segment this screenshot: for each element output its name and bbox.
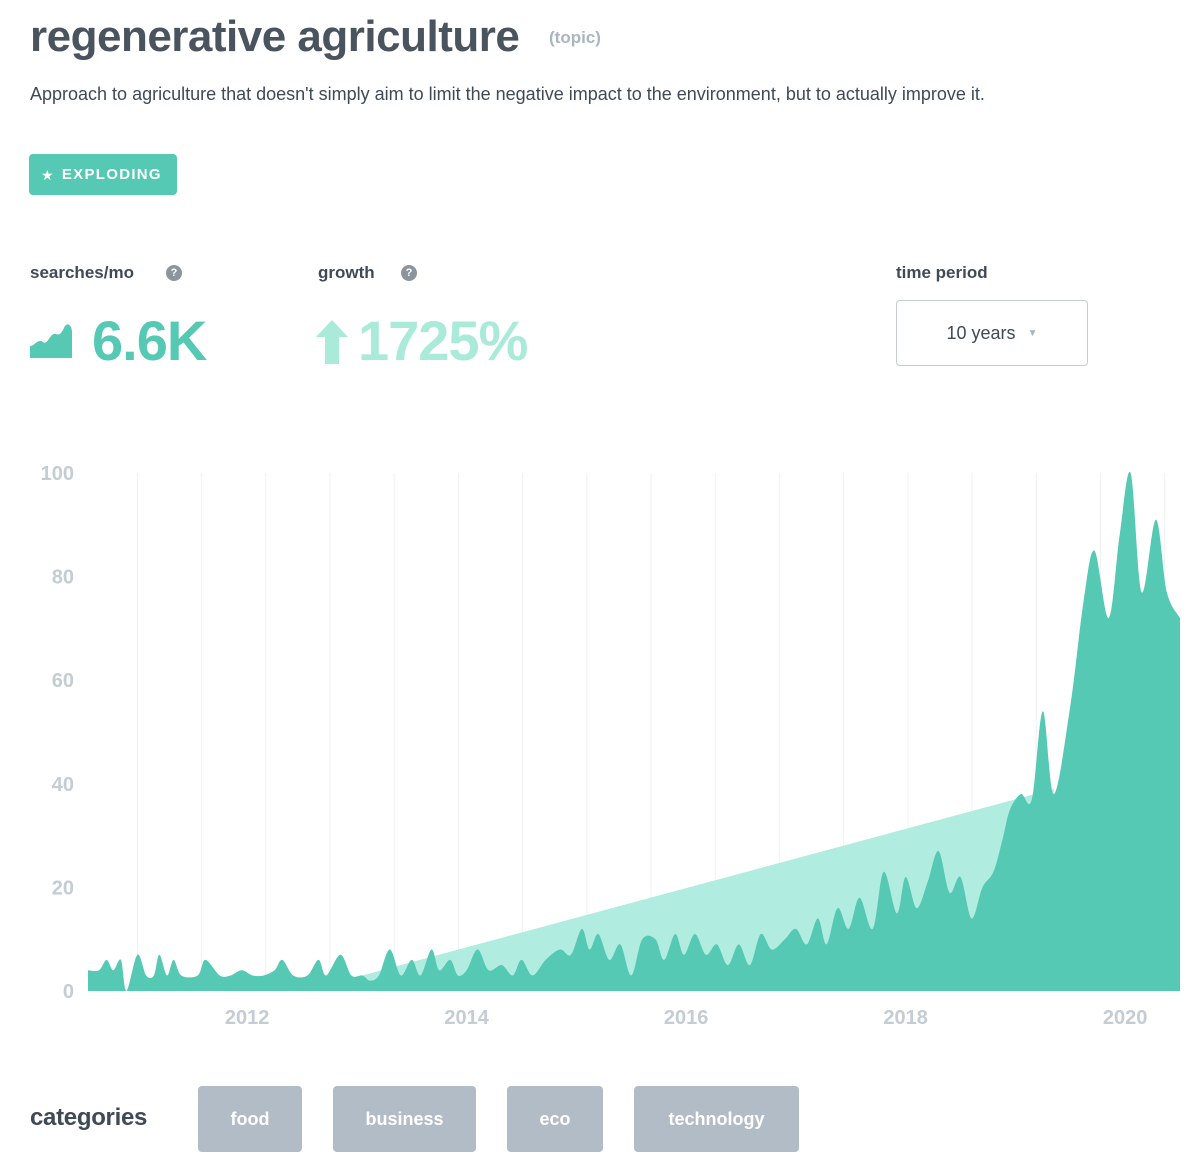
y-tick-label: 0 <box>63 981 74 1003</box>
x-tick-label: 2018 <box>883 1007 928 1029</box>
category-chip-technology[interactable]: technology <box>634 1086 799 1152</box>
category-chip-food[interactable]: food <box>198 1086 302 1152</box>
categories-label: categories <box>30 1104 148 1131</box>
x-tick-label: 2014 <box>444 1007 489 1029</box>
star-icon: ★ <box>41 167 55 183</box>
y-tick-label: 20 <box>52 877 74 899</box>
searches-value: 6.6K <box>92 309 207 372</box>
x-tick-label: 2020 <box>1103 1007 1148 1029</box>
chevron-down-icon: ▼ <box>1027 327 1038 339</box>
time-period-label: time period <box>896 263 988 282</box>
help-icon[interactable]: ? <box>401 265 417 281</box>
arrow-up-icon <box>316 320 348 364</box>
y-tick-label: 80 <box>52 567 74 589</box>
topic-type-tag: (topic) <box>549 28 601 47</box>
growth-label: growth <box>318 263 375 282</box>
searches-label: searches/mo <box>30 263 134 282</box>
topic-description: Approach to agriculture that doesn't sim… <box>30 84 985 104</box>
trend-icon <box>30 324 72 358</box>
y-tick-label: 60 <box>52 670 74 692</box>
searches-area-series <box>88 471 1180 991</box>
time-period-value: 10 years <box>946 322 1016 343</box>
time-period-select[interactable]: 10 years ▼ <box>896 300 1088 366</box>
x-tick-label: 2012 <box>225 1007 270 1029</box>
page-title: regenerative agriculture <box>30 12 520 61</box>
x-tick-label: 2016 <box>664 1007 709 1029</box>
y-tick-label: 40 <box>52 774 74 796</box>
growth-value: 1725% <box>358 309 528 372</box>
category-chip-eco[interactable]: eco <box>507 1086 603 1152</box>
category-chip-business[interactable]: business <box>333 1086 476 1152</box>
help-icon[interactable]: ? <box>166 265 182 281</box>
trend-chart: 0 20 40 60 80 100 2012 2014 2016 2018 2020 <box>41 463 1180 1029</box>
status-badge-label: EXPLODING <box>61 166 162 183</box>
status-badge: ★ EXPLODING <box>29 154 177 195</box>
y-tick-label: 100 <box>41 463 74 485</box>
